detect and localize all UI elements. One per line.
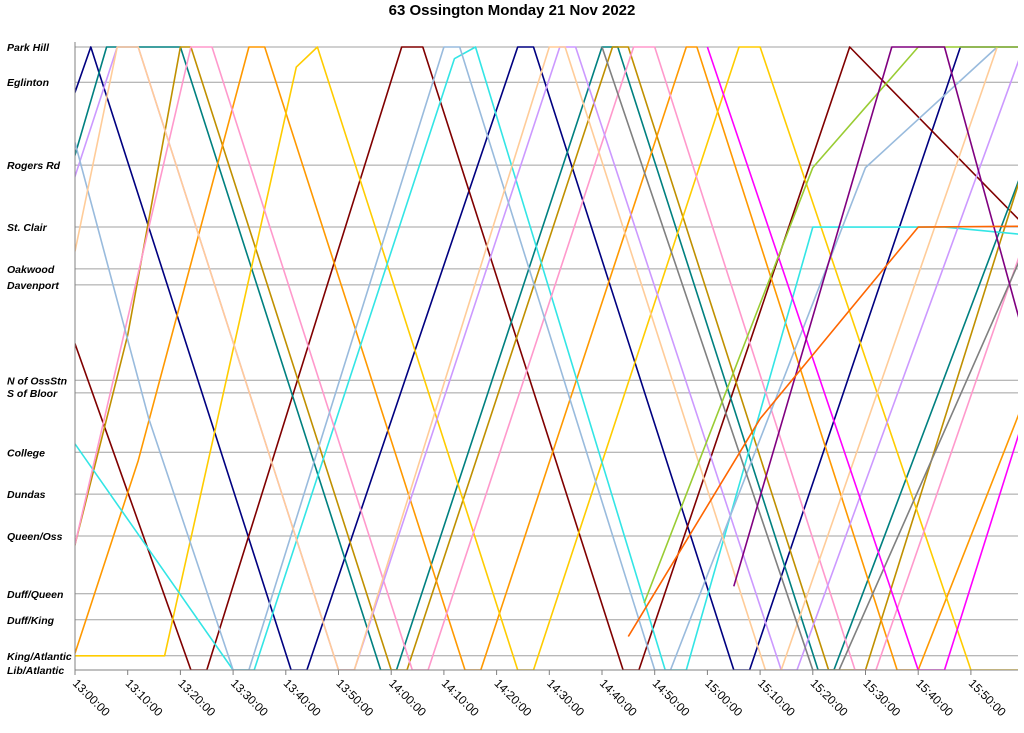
vehicle-trace bbox=[75, 46, 1018, 670]
vehicle-trace bbox=[75, 46, 1018, 670]
station-label: S of Bloor bbox=[7, 388, 58, 400]
station-label: Davenport bbox=[7, 280, 59, 292]
x-tick-label: 13:30:00 bbox=[228, 676, 271, 719]
x-tick-label: 15:20:00 bbox=[808, 676, 851, 719]
x-tick-label: 14:50:00 bbox=[650, 676, 693, 719]
vehicle-trace bbox=[627, 225, 1018, 637]
station-label: N of OssStn bbox=[7, 375, 67, 387]
chart-title: 63 Ossington Monday 21 Nov 2022 bbox=[388, 2, 636, 19]
vehicle-trace bbox=[75, 46, 1018, 670]
vehicle-trace bbox=[706, 46, 1018, 670]
station-label: Rogers Rd bbox=[7, 160, 61, 172]
x-tick-label: 15:50:00 bbox=[966, 676, 1009, 719]
vehicle-trace bbox=[601, 46, 1018, 670]
vehicle-trace bbox=[733, 46, 1018, 587]
vehicle-trace bbox=[643, 46, 1018, 604]
station-label: Duff/King bbox=[7, 615, 55, 627]
x-tick-label: 14:10:00 bbox=[439, 676, 482, 719]
station-label: Queen/Oss bbox=[7, 531, 63, 543]
x-tick-label: 14:00:00 bbox=[386, 676, 429, 719]
station-label: Oakwood bbox=[7, 264, 55, 276]
vehicle-trace bbox=[75, 46, 998, 670]
x-tick-label: 13:20:00 bbox=[175, 676, 218, 719]
x-tick-label: 14:40:00 bbox=[597, 676, 640, 719]
x-tick-label: 15:40:00 bbox=[913, 676, 956, 719]
vehicle-trace bbox=[75, 46, 998, 670]
x-tick-label: 14:20:00 bbox=[491, 676, 534, 719]
x-tick-label: 13:50:00 bbox=[333, 676, 376, 719]
station-label: College bbox=[7, 447, 45, 459]
station-label: Eglinton bbox=[7, 77, 49, 89]
x-tick-label: 15:30:00 bbox=[860, 676, 903, 719]
x-tick-label: 13:10:00 bbox=[123, 676, 166, 719]
station-label: Duff/Queen bbox=[7, 589, 63, 601]
station-label: King/Atlantic bbox=[7, 651, 72, 663]
vehicle-trace bbox=[75, 46, 1018, 670]
station-label: Dundas bbox=[7, 489, 46, 501]
vehicle-trace bbox=[75, 46, 1018, 670]
x-tick-label: 15:10:00 bbox=[755, 676, 798, 719]
vehicle-trace bbox=[75, 46, 1018, 670]
x-tick-label: 14:30:00 bbox=[544, 676, 587, 719]
station-label: Lib/Atlantic bbox=[7, 665, 64, 677]
x-tick-label: 13:40:00 bbox=[281, 676, 324, 719]
station-label: St. Clair bbox=[7, 222, 48, 234]
x-tick-label: 13:00:00 bbox=[70, 676, 113, 719]
station-label: Park Hill bbox=[7, 42, 50, 54]
vehicle-trace bbox=[75, 46, 1018, 670]
x-tick-label: 15:00:00 bbox=[702, 676, 745, 719]
